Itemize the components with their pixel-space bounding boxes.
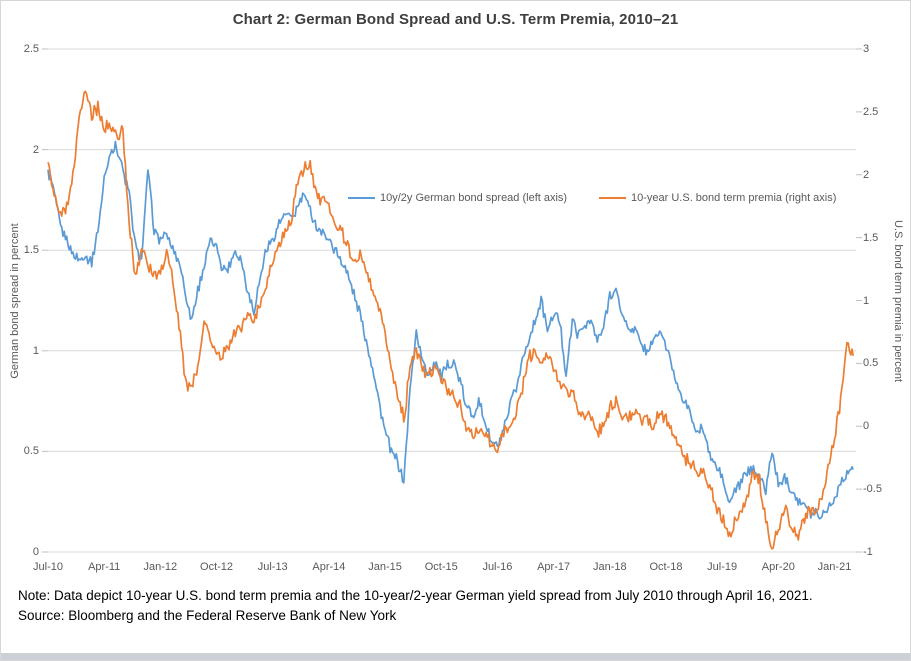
y-tick-label-left: 2.5	[23, 43, 39, 55]
y-axis-title-left: German bond spread in percent	[9, 223, 21, 379]
x-tick-label: Jan-21	[817, 561, 852, 573]
x-tick-label: Apr-14	[312, 561, 346, 573]
y-tick-label-right: 3	[863, 43, 870, 55]
series-line-german-spread	[47, 140, 854, 520]
y-tick-label-right: 0.5	[863, 357, 879, 370]
chart-title: Chart 2: German Bond Spread and U.S. Ter…	[232, 11, 679, 28]
y-tick-label-left: 2	[32, 143, 39, 156]
x-tick-label: Jul-19	[707, 561, 738, 573]
window-bottom-strip	[1, 653, 910, 660]
x-tick-label: Jan-18	[592, 561, 627, 573]
x-tick-label: Jul-13	[257, 561, 288, 573]
y-tick-label-right: 1.5	[863, 231, 879, 244]
note-block: Note: Data depict 10-year U.S. bond term…	[18, 586, 813, 626]
x-tick-label: Jan-12	[143, 561, 178, 573]
x-tick-label: Jan-15	[368, 561, 402, 573]
y-tick-label-right: 1	[863, 294, 870, 307]
note-text: Note: Data depict 10-year U.S. bond term…	[18, 588, 813, 603]
y-tick-label-left: 1	[32, 344, 39, 357]
series-line-us-term-premia	[47, 90, 855, 550]
y-tick-label-right: 2	[863, 168, 870, 181]
x-tick-label: Oct-15	[424, 561, 458, 573]
x-tick-label: Apr-17	[537, 561, 571, 573]
x-tick-label: Apr-20	[761, 561, 795, 573]
y-tick-label-right: -0.5	[863, 483, 882, 496]
x-tick-label: Apr-11	[88, 561, 121, 573]
y-tick-label-left: 0.5	[23, 445, 39, 458]
x-tick-label: Oct-18	[649, 561, 683, 573]
y-tick-label-right: 0	[863, 420, 870, 433]
y-tick-label-left: 1.5	[23, 244, 39, 257]
x-tick-label: Oct-12	[200, 561, 234, 573]
y-tick-label-right: 2.5	[863, 105, 879, 118]
plot-area	[42, 48, 862, 553]
y-tick-label-left: 0	[32, 546, 39, 558]
y-tick-label-right: -1	[863, 546, 873, 558]
source-text: Source: Bloomberg and the Federal Reserv…	[18, 608, 397, 623]
x-tick-label: Jul-16	[482, 561, 513, 573]
x-tick-label: Jul-10	[33, 561, 63, 573]
